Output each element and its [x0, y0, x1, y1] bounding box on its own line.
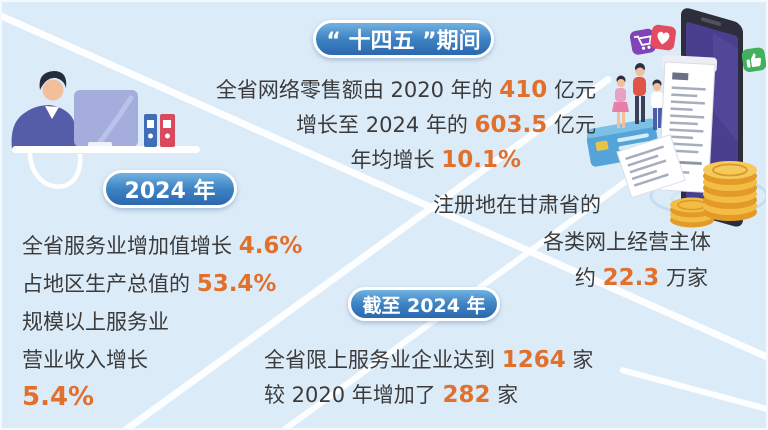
retail-line-1-value: 410 [499, 77, 548, 103]
diagonal-stripe-decoration [618, 366, 766, 428]
services-line-1-pre: 全省服务业增加值增长 [22, 234, 239, 258]
desk-surface [12, 146, 200, 153]
binder-icons [144, 114, 175, 147]
retail-line-3-value: 10.1% [441, 147, 521, 173]
enterprises-line-1: 全省限上服务业企业达到 1264 家 [264, 344, 593, 374]
shoppers-illustration [612, 63, 663, 130]
entities-line-2: 各类网上经营主体 [543, 226, 711, 256]
keyboard-icon [88, 142, 112, 147]
retail-line-1-pre: 全省网络零售额由 2020 年的 [215, 78, 500, 102]
services-line-4: 营业收入增长 [22, 344, 148, 374]
person-hair [39, 71, 67, 90]
services-line-2-pre: 占地区生产总值的 [22, 272, 197, 296]
heart-app-icon [650, 24, 676, 51]
services-line-1: 全省服务业增加值增长 4.6% [22, 230, 302, 260]
shopping-cart-app-icon [629, 28, 656, 55]
badge-year-2024: 2024 年 [103, 170, 237, 208]
thumbs-up-app-icon [741, 47, 766, 72]
services-line-5-value: 5.4% [22, 382, 95, 412]
entities-line-1-pre: 注册地在甘肃省的 [433, 193, 601, 217]
entities-line-3-value: 22.3 [602, 265, 660, 291]
entities-line-2-pre: 各类网上经营主体 [543, 230, 711, 254]
services-line-2: 占地区生产总值的 53.4% [22, 268, 276, 298]
entities-line-3-pre: 约 [574, 266, 603, 290]
badge-year-label: 2024 年 [124, 179, 216, 204]
services-line-3: 规模以上服务业 [22, 306, 169, 336]
retail-line-1-suf: 亿元 [547, 78, 596, 102]
retail-line-1: 全省网络零售额由 2020 年的 410 亿元 [216, 74, 596, 104]
enterprises-line-2-pre: 较 2020 年增加了 [264, 383, 443, 407]
services-line-5: 5.4% [22, 382, 94, 412]
coins-icon [670, 161, 757, 228]
retail-line-2-suf: 亿元 [547, 113, 596, 137]
retail-line-3-pre: 年均增长 [350, 148, 442, 172]
enterprises-line-2-value: 282 [442, 382, 491, 408]
enterprises-line-1-suf: 家 [565, 348, 594, 372]
entities-line-3-suf: 万家 [659, 266, 708, 290]
small-receipt-icon [616, 134, 686, 199]
entities-line-3: 约 22.3 万家 [575, 262, 708, 292]
person-face [42, 79, 64, 101]
entities-line-1: 注册地在甘肃省的 [433, 189, 601, 219]
retail-line-3: 年均增长 10.1% [351, 144, 521, 174]
enterprises-line-2-suf: 家 [490, 383, 519, 407]
retail-line-2-pre: 增长至 2024 年的 [296, 113, 475, 137]
services-line-4-pre: 营业收入增长 [22, 348, 148, 372]
enterprises-line-1-pre: 全省限上服务业企业达到 [264, 348, 502, 372]
desk-cord [27, 149, 83, 189]
badge-period-label: “ 十四五 ”期间 [326, 29, 481, 54]
monitor-icon [74, 90, 138, 149]
services-line-2-value: 53.4% [196, 271, 277, 297]
badge-period: “ 十四五 ”期间 [313, 20, 494, 58]
badge-asof-label: 截至 2024 年 [362, 294, 486, 317]
person-at-desk-illustration [11, 71, 200, 189]
services-line-3-pre: 规模以上服务业 [22, 310, 169, 334]
enterprises-line-2: 较 2020 年增加了 282 家 [264, 379, 518, 409]
enterprises-line-1-value: 1264 [501, 347, 566, 373]
services-line-1-value: 4.6% [238, 233, 303, 259]
person-shirt [45, 106, 59, 119]
retail-line-2-value: 603.5 [474, 112, 548, 138]
mobile-shopping-illustration [587, 8, 766, 228]
badge-asof-2024: 截至 2024 年 [348, 287, 500, 321]
retail-line-2: 增长至 2024 年的 603.5 亿元 [296, 109, 596, 139]
